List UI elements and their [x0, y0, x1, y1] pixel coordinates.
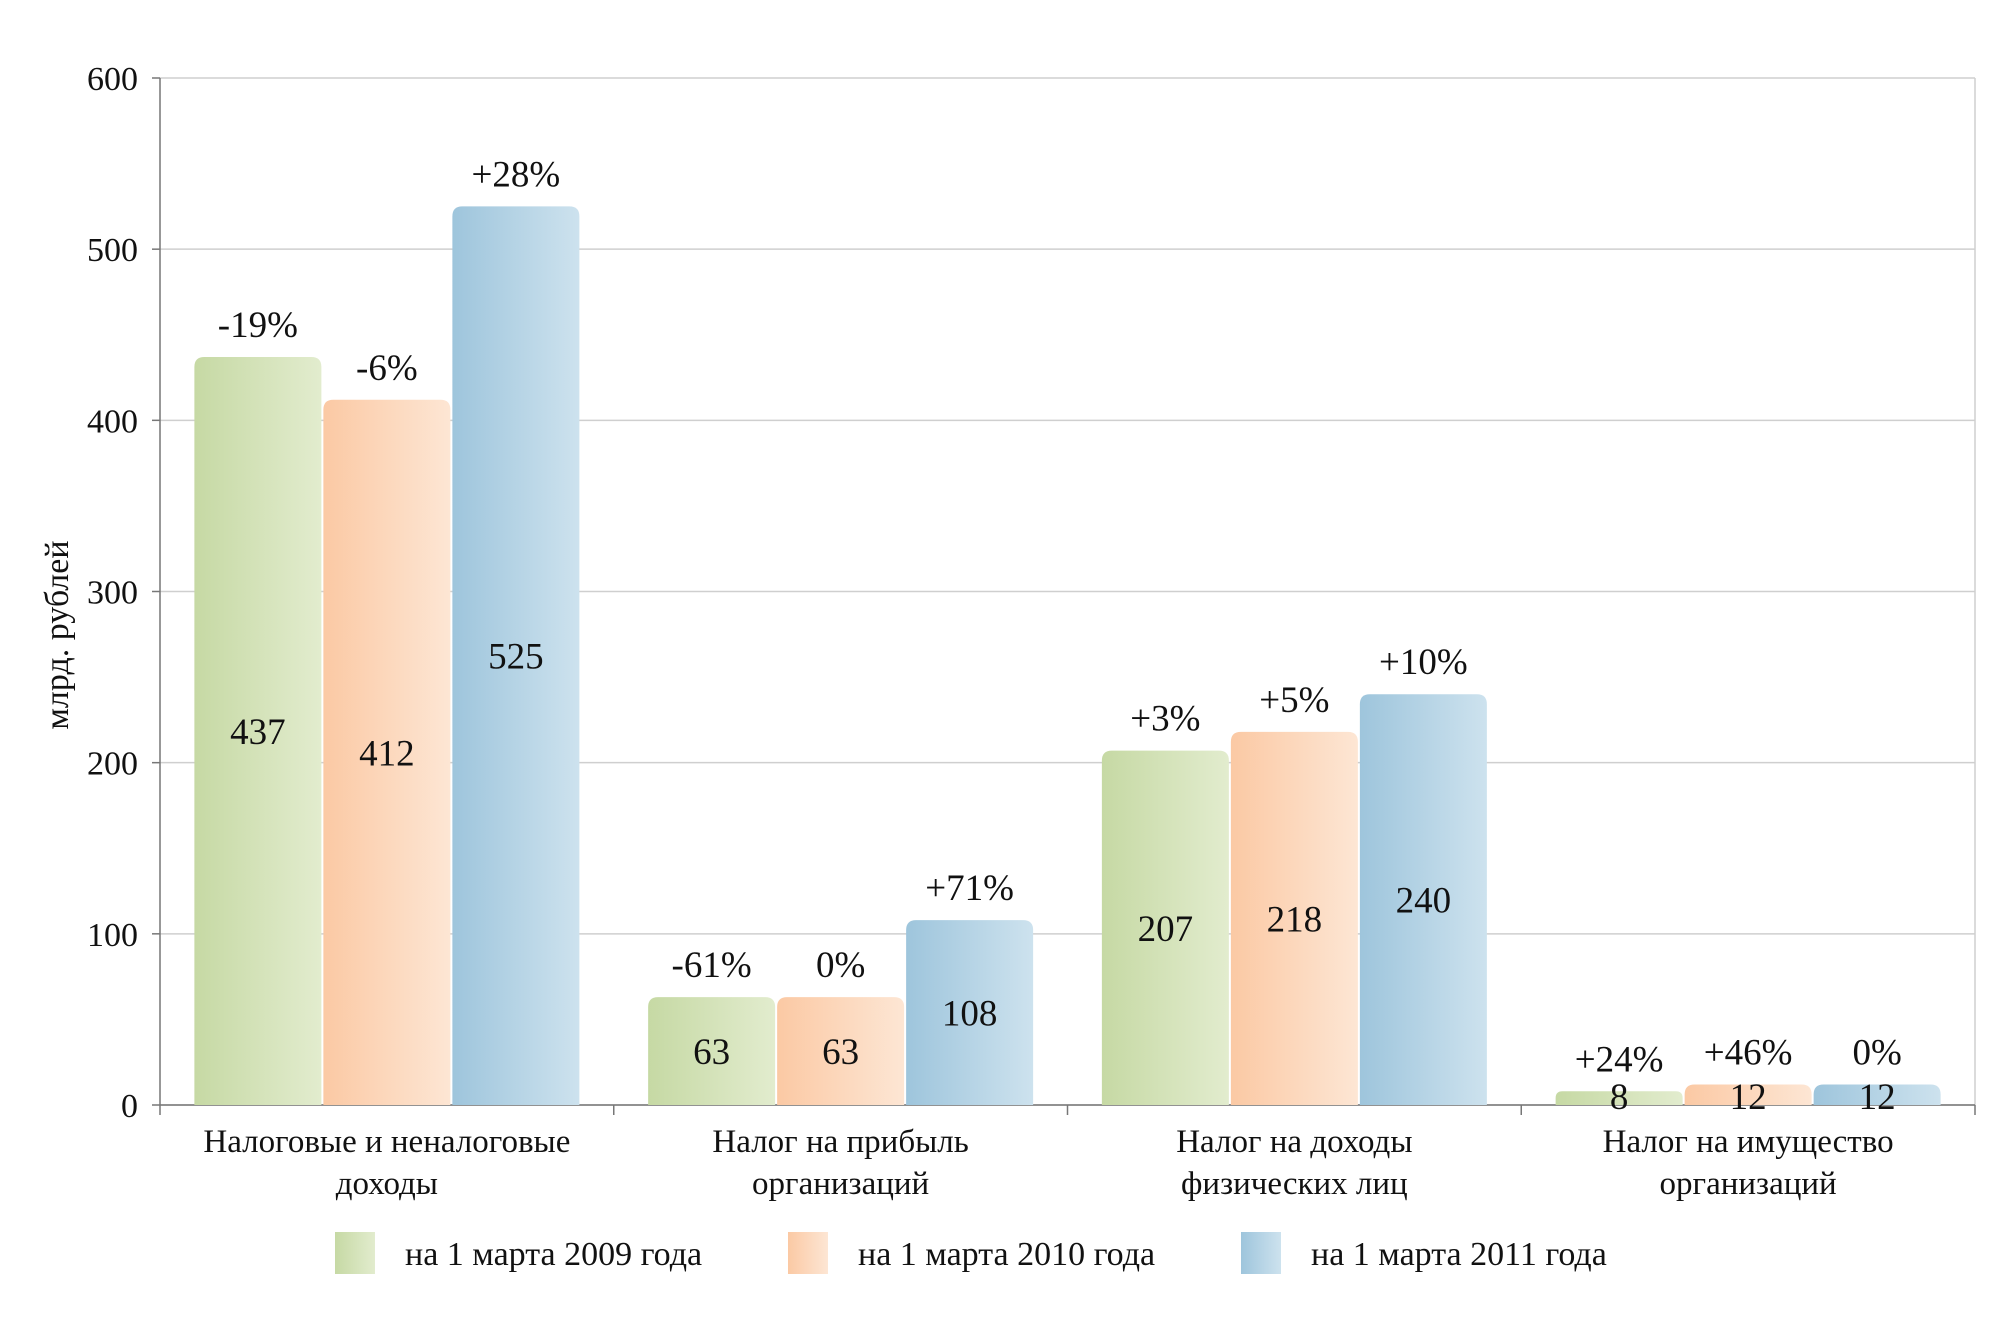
data-label: 63 [693, 1032, 730, 1073]
data-label: 8 [1610, 1077, 1629, 1118]
x-tick-label: Налог на имущество [1603, 1124, 1894, 1160]
legend-label: на 1 марта 2009 года [405, 1236, 702, 1273]
legend-swatch [788, 1232, 828, 1274]
data-label: 240 [1396, 881, 1452, 922]
change-label: +3% [1130, 699, 1200, 740]
y-tick-label: 0 [121, 1088, 138, 1125]
bar [1813, 1084, 1941, 1105]
y-tick-label: 100 [87, 917, 138, 954]
change-label: +5% [1259, 680, 1329, 721]
y-tick-label: 400 [87, 403, 138, 440]
x-tick-label: Налоговые и неналоговые [203, 1124, 570, 1160]
x-tick-label: организаций [1660, 1166, 1837, 1202]
change-label: +71% [925, 868, 1014, 909]
x-tick-label: физических лиц [1181, 1166, 1408, 1202]
data-label: 525 [488, 637, 544, 678]
data-label: 218 [1267, 899, 1323, 940]
change-label: +46% [1704, 1032, 1793, 1073]
change-label: 0% [816, 945, 865, 986]
change-label: 0% [1852, 1032, 1901, 1073]
change-label: -6% [356, 348, 418, 389]
change-label: +28% [472, 154, 561, 195]
y-axis-title: млрд. рублей [39, 540, 76, 729]
axes: 0 100 200 300 400 500 600 Налоговые и неналогов… [87, 61, 1976, 1202]
bar [194, 357, 322, 1105]
x-tick-label: организаций [752, 1166, 929, 1202]
data-label: 207 [1138, 909, 1194, 950]
y-tick-label: 500 [87, 232, 138, 269]
data-label: 12 [1730, 1077, 1767, 1118]
data-label: 412 [359, 733, 415, 774]
bar [1684, 1084, 1812, 1105]
bar [452, 206, 580, 1105]
x-tick-label: Налог на доходы [1176, 1124, 1412, 1160]
legend: на 1 марта 2009 года на 1 марта 2010 года… [335, 1232, 1607, 1274]
bar [1555, 1091, 1683, 1105]
bar [1230, 731, 1358, 1105]
change-label: -19% [218, 305, 298, 346]
y-tick-label: 600 [87, 61, 138, 98]
x-tick-label: Налог на прибыль [712, 1124, 968, 1160]
legend-label: на 1 марта 2010 года [858, 1236, 1155, 1273]
bar [906, 920, 1034, 1105]
bar [777, 997, 905, 1105]
bars [194, 206, 1941, 1105]
data-label: 437 [230, 712, 286, 753]
change-label: +24% [1575, 1039, 1664, 1080]
change-label: -61% [672, 945, 752, 986]
bar [648, 997, 776, 1105]
bar [323, 399, 451, 1105]
data-label: 12 [1859, 1077, 1896, 1118]
y-tick-label: 200 [87, 746, 138, 783]
y-tick-label: 300 [87, 575, 138, 612]
bar [1101, 750, 1229, 1105]
labels: 437 -19% 412 -6% 525 +28% 63 -61% 63 0% 108 +71% 207… [218, 154, 1902, 1118]
data-label: 63 [822, 1032, 859, 1073]
data-label: 108 [942, 994, 998, 1035]
x-tick-label: доходы [336, 1166, 438, 1202]
bar [1359, 694, 1487, 1105]
legend-swatch [1241, 1232, 1281, 1274]
legend-swatch [335, 1232, 375, 1274]
change-label: +10% [1379, 642, 1468, 683]
legend-label: на 1 марта 2011 года [1311, 1236, 1607, 1273]
